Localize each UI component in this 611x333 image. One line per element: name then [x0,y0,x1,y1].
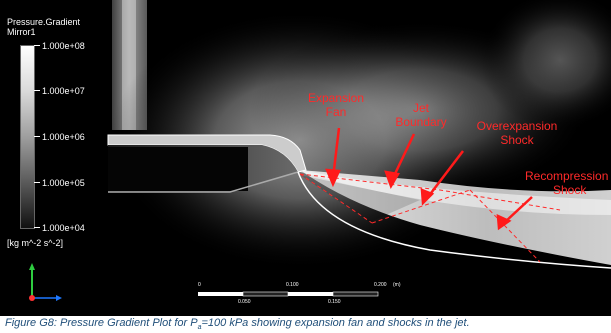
recompression-shock-label: Recompression Shock [525,169,611,197]
legend-tick [34,136,40,137]
legend-tick-label: 1.000e+07 [42,86,85,96]
axis-triad-icon [29,263,62,301]
overexpansion-label-line1: Overexpansion [476,119,558,133]
legend-colorbar [20,45,35,229]
jet-boundary-label-line2: Boundary [395,115,447,129]
scale-bar: 0 0.100 0.200 (m) 0.050 0.150 [198,282,408,308]
pressure-gradient-field [107,0,611,270]
caption-suffix: =100 kPa showing expansion fan and shock… [201,317,470,329]
legend-subtitle: Mirror1 [7,27,36,37]
expansion-fan-label-line2: Fan [325,105,347,119]
recompression-label-line2: Shock [553,183,587,197]
expansion-fan-label-line1: Expansion [307,91,365,105]
jet-boundary-label-line1: Jet [412,101,429,115]
legend-unit: [kg m^-2 s^-2] [7,238,63,248]
legend-tick [34,45,40,46]
expansion-fan-label: Expansion Fan [300,91,372,119]
scale-tick-0050: 0.050 [238,299,251,305]
recompression-label-line1: Recompression [525,169,609,183]
legend-tick [34,227,40,228]
scale-tick-0150: 0.150 [328,299,341,305]
legend-title: Pressure.Gradient [7,17,81,27]
scale-bar-graphic [198,291,379,297]
legend-tick [34,182,40,183]
figure-caption: Figure G8: Pressure Gradient Plot for Pa… [5,317,470,331]
legend-tick-label: 1.000e+05 [42,178,85,188]
overexpansion-shock-label: Overexpansion Shock [462,119,572,147]
overexpansion-label-line2: Shock [500,133,534,147]
scale-unit: (m) [393,282,401,288]
scale-tick-0: 0 [198,282,201,288]
legend-tick-label: 1.000e+06 [42,132,85,142]
legend-tick [34,90,40,91]
scale-tick-0200: 0.200 [374,282,387,288]
caption-prefix: Figure G8: Pressure Gradient Plot for P [5,317,198,329]
scale-tick-0100: 0.100 [286,282,299,288]
jet-boundary-label: Jet Boundary [386,101,456,129]
contour-plot-viewport: Pressure.Gradient Mirror1 1.000e+08 1.00… [0,0,611,316]
caption-subscript: a [197,324,202,332]
legend-tick-label: 1.000e+08 [42,41,85,51]
legend-tick-label: 1.000e+04 [42,223,85,233]
